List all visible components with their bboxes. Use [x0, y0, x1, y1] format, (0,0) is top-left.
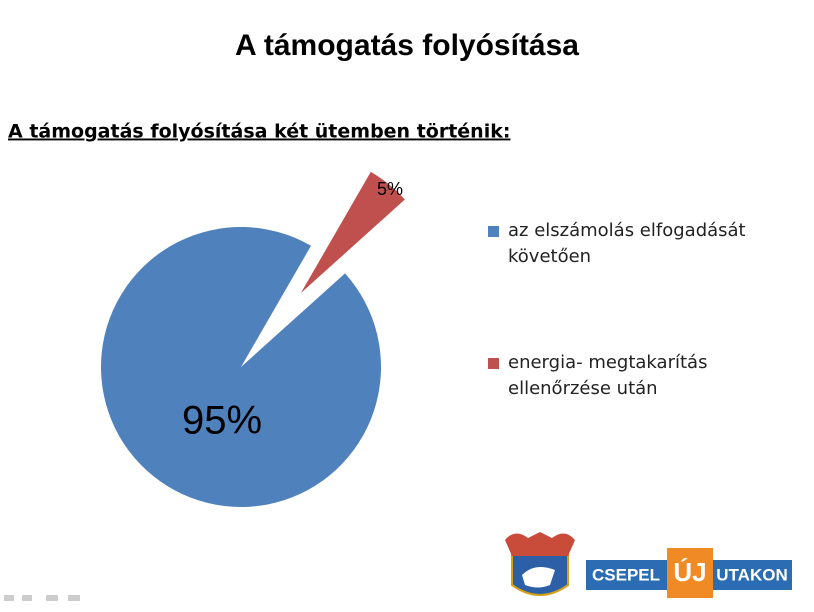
logo-text: ÚJ [673, 557, 706, 587]
nav-icons [4, 595, 80, 601]
data-label: 95% [182, 399, 262, 443]
logo-text: UTAKON [716, 565, 787, 584]
legend-item: energia- megtakarítás ellenőrzése után [488, 350, 778, 402]
pie-slice [100, 226, 381, 507]
legend-swatch [488, 226, 499, 237]
slide-title: A támogatás folyósítása [235, 29, 579, 62]
subtitle: A támogatás folyósítása két ütemben tört… [8, 121, 510, 143]
logo-text: CSEPEL [592, 565, 660, 584]
legend-label: az elszámolás elfogadását követően [508, 220, 746, 267]
logo-banner: CSEPEL ÚJ UTAKON [586, 548, 792, 598]
legend-swatch [488, 358, 499, 369]
legend-label: energia- megtakarítás ellenőrzése után [508, 352, 708, 399]
data-label: 5% [377, 179, 403, 199]
legend-item: az elszámolás elfogadását követően [488, 218, 778, 270]
coat-of-arms [505, 532, 575, 596]
pie-slice [300, 171, 405, 294]
